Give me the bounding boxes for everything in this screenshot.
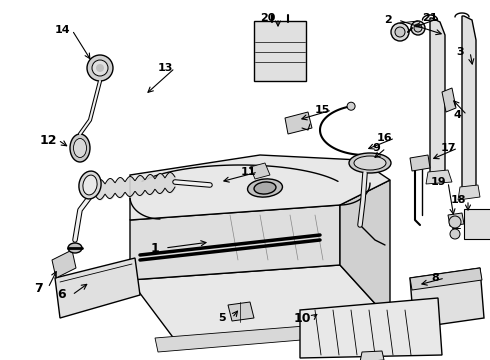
- Ellipse shape: [79, 171, 101, 199]
- FancyBboxPatch shape: [464, 209, 490, 239]
- Text: 1: 1: [150, 242, 159, 255]
- Text: 13: 13: [157, 63, 172, 73]
- Text: 10: 10: [293, 311, 311, 324]
- Ellipse shape: [349, 153, 391, 173]
- Text: 11: 11: [240, 167, 256, 177]
- Text: 8: 8: [431, 273, 439, 283]
- Polygon shape: [340, 180, 390, 320]
- Circle shape: [96, 64, 104, 72]
- Ellipse shape: [74, 139, 87, 158]
- Circle shape: [414, 24, 422, 32]
- Polygon shape: [442, 88, 456, 112]
- Text: 9: 9: [372, 143, 380, 153]
- Text: 21: 21: [422, 13, 438, 23]
- Circle shape: [411, 21, 425, 35]
- Polygon shape: [285, 112, 312, 134]
- Ellipse shape: [83, 175, 97, 195]
- Polygon shape: [458, 185, 480, 200]
- Polygon shape: [462, 16, 476, 195]
- Polygon shape: [130, 205, 340, 280]
- Circle shape: [450, 229, 460, 239]
- Circle shape: [92, 60, 108, 76]
- FancyBboxPatch shape: [254, 21, 306, 81]
- Polygon shape: [228, 302, 254, 321]
- Polygon shape: [410, 155, 430, 171]
- Polygon shape: [130, 265, 390, 340]
- Circle shape: [391, 23, 409, 41]
- Text: 19: 19: [430, 177, 446, 187]
- Polygon shape: [52, 250, 76, 278]
- Polygon shape: [426, 170, 452, 184]
- Circle shape: [87, 55, 113, 81]
- Ellipse shape: [247, 179, 282, 197]
- Polygon shape: [130, 155, 390, 220]
- Text: 7: 7: [34, 282, 42, 294]
- Text: 2: 2: [384, 15, 392, 25]
- Text: 4: 4: [453, 110, 461, 120]
- Ellipse shape: [68, 243, 82, 253]
- Text: 12: 12: [39, 134, 57, 147]
- Circle shape: [449, 216, 461, 228]
- Polygon shape: [155, 320, 385, 352]
- Circle shape: [347, 102, 355, 110]
- Polygon shape: [55, 258, 140, 318]
- Polygon shape: [300, 298, 442, 358]
- Circle shape: [395, 27, 405, 37]
- Text: 20: 20: [260, 13, 276, 23]
- Ellipse shape: [254, 182, 276, 194]
- Ellipse shape: [70, 134, 90, 162]
- Text: 15: 15: [314, 105, 330, 115]
- Polygon shape: [250, 163, 270, 179]
- Polygon shape: [410, 268, 482, 290]
- Text: 17: 17: [440, 143, 456, 153]
- Polygon shape: [430, 18, 445, 178]
- Text: 16: 16: [377, 133, 393, 143]
- Text: 18: 18: [450, 195, 466, 205]
- Polygon shape: [360, 351, 384, 360]
- Text: 3: 3: [456, 47, 464, 57]
- Text: 14: 14: [54, 25, 70, 35]
- Polygon shape: [410, 268, 484, 328]
- Ellipse shape: [354, 156, 386, 170]
- Polygon shape: [448, 213, 464, 226]
- Text: 5: 5: [218, 313, 226, 323]
- Text: 6: 6: [58, 288, 66, 302]
